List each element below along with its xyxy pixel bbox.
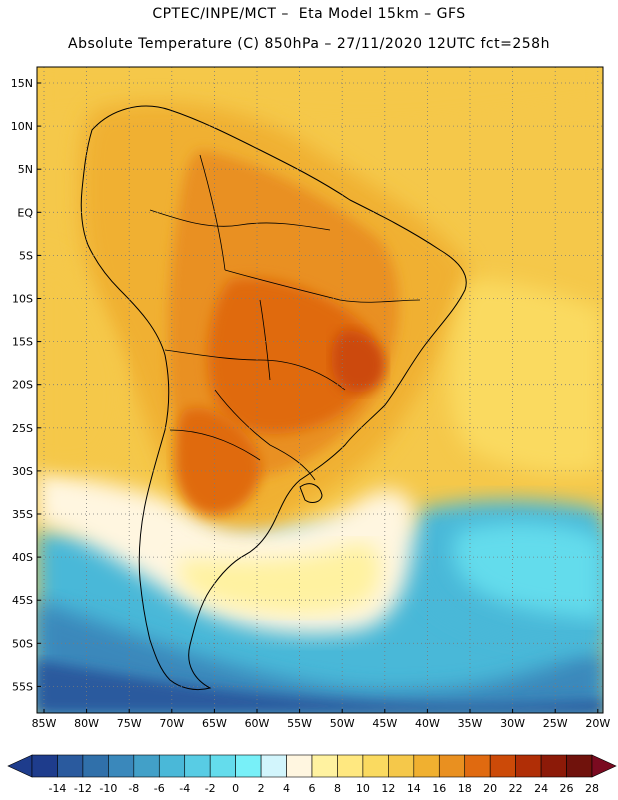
latitude-label: 50S <box>12 637 33 650</box>
temperature-field <box>37 67 603 713</box>
colorbar-swatch <box>515 754 542 778</box>
colorbar-tick-label: -12 <box>74 782 92 795</box>
chart-title: CPTEC/INPE/MCT – Eta Model 15km – GFS <box>152 6 466 22</box>
colorbar-swatch <box>260 754 287 778</box>
south-america-outline <box>80 105 467 691</box>
longitude-label: 85W <box>32 717 57 730</box>
latitude-label: 15S <box>12 336 33 349</box>
colorbar-tick-label: 28 <box>585 782 599 795</box>
longitude-label: 75W <box>117 717 142 730</box>
longitude-label: 70W <box>159 717 184 730</box>
colorbar-swatch <box>133 754 160 778</box>
colorbar-tick-label: 6 <box>309 782 316 795</box>
chart-subtitle: Absolute Temperature (C) 850hPa – 27/11/… <box>68 36 550 52</box>
field-atlantic-cyan <box>453 522 603 620</box>
colorbar-swatch <box>464 754 491 778</box>
field-dark-orange <box>207 278 376 434</box>
colorbar-tick-label: 8 <box>334 782 341 795</box>
colorbar-tick-label: 18 <box>458 782 472 795</box>
colorbar-swatch <box>362 754 389 778</box>
latitude-label: 35S <box>12 508 33 521</box>
latitude-label: 45S <box>12 594 33 607</box>
longitude-label: 30W <box>500 717 525 730</box>
colorbar-swatch <box>209 754 236 778</box>
colorbar-tick-label: -14 <box>48 782 66 795</box>
colorbar-tick-label: 0 <box>232 782 239 795</box>
latitude-label: 40S <box>12 551 33 564</box>
colorbar-tick-label: -10 <box>99 782 117 795</box>
colorbar-tick-label: 16 <box>432 782 446 795</box>
latitude-label: 10S <box>12 293 33 306</box>
longitude-label: 60W <box>245 717 270 730</box>
colorbar-tick-label: -6 <box>154 782 165 795</box>
field-cold-deep <box>37 660 603 713</box>
colorbar-swatch <box>31 754 58 778</box>
latitude-label: 5N <box>18 163 33 176</box>
colorbar-tick-label: 14 <box>407 782 421 795</box>
longitude-axis: 85W 80W 75W 70W 65W 60W 55W 50W 45W 40W 35W 30W 25W 2… <box>32 709 610 730</box>
colorbar-tick-label: -8 <box>128 782 139 795</box>
latitude-label: 25S <box>12 422 33 435</box>
colorbar-tick-label: 26 <box>560 782 574 795</box>
colorbar-swatch <box>286 754 313 778</box>
field-pacific-gold <box>37 250 124 469</box>
colorbar-tick-label: 20 <box>483 782 497 795</box>
colorbar-swatch <box>413 754 440 778</box>
colorbar-tick-label: 10 <box>356 782 370 795</box>
field-dark-orange-south <box>175 408 261 515</box>
latitude-label: 15N <box>11 77 33 90</box>
colorbar-swatch <box>489 754 516 778</box>
longitude-label: 25W <box>543 717 568 730</box>
longitude-label: 80W <box>74 717 99 730</box>
latitude-label: 20S <box>12 379 33 392</box>
latitude-label: 30S <box>12 465 33 478</box>
longitude-label: 50W <box>330 717 355 730</box>
longitude-label: 35W <box>458 717 483 730</box>
latitude-label: 5S <box>19 249 33 262</box>
longitude-label: 20W <box>585 717 610 730</box>
colorbar-swatch <box>337 754 364 778</box>
colorbar-min-arrow <box>7 754 33 778</box>
field-yellow-patch <box>178 543 381 614</box>
colorbar-tick-label: 4 <box>283 782 290 795</box>
colorbar-swatch <box>158 754 186 778</box>
colorbar-max-arrow <box>591 754 617 778</box>
latitude-label: 10N <box>11 120 33 133</box>
colorbar-swatch <box>540 754 567 778</box>
rio-de-la-plata <box>299 483 323 503</box>
latitude-label: 55S <box>12 680 33 693</box>
colorbar-tick-label: 24 <box>534 782 548 795</box>
longitude-label: 40W <box>415 717 440 730</box>
colorbar-tick-label: 12 <box>381 782 395 795</box>
country-borders <box>149 154 421 481</box>
colorbar-swatch <box>235 754 262 778</box>
latitude-axis: 15N 10N 5N EQ 5S 10S 15S 20S 25S 30S 35S 40S 45S 50S 5… <box>11 77 41 693</box>
colorbar-swatch <box>388 754 415 778</box>
colorbar-swatch <box>57 754 84 778</box>
longitude-label: 55W <box>287 717 312 730</box>
longitude-label: 65W <box>202 717 227 730</box>
colorbar-tick-label: 2 <box>258 782 265 795</box>
colorbar-swatch <box>108 754 135 778</box>
colorbar-tick-label: -2 <box>205 782 216 795</box>
field-red-core <box>331 330 385 393</box>
map-frame <box>36 66 604 714</box>
colorbar: -14 -12 -10 -8 -6 -4 -2 0 2 4 6 8 10 12 14 16 18 20 22 24 26… <box>7 754 617 795</box>
latitude-label: EQ <box>17 206 33 219</box>
colorbar-swatch <box>82 754 109 778</box>
colorbar-tick-label: 22 <box>509 782 523 795</box>
colorbar-swatch <box>438 754 466 778</box>
coastline <box>80 105 467 691</box>
field-atlantic-yellow <box>449 280 603 474</box>
colorbar-tick-label: -4 <box>179 782 190 795</box>
colorbar-swatch <box>311 754 338 778</box>
longitude-label: 45W <box>372 717 397 730</box>
colorbar-swatch <box>566 754 593 778</box>
colorbar-swatch <box>184 754 211 778</box>
